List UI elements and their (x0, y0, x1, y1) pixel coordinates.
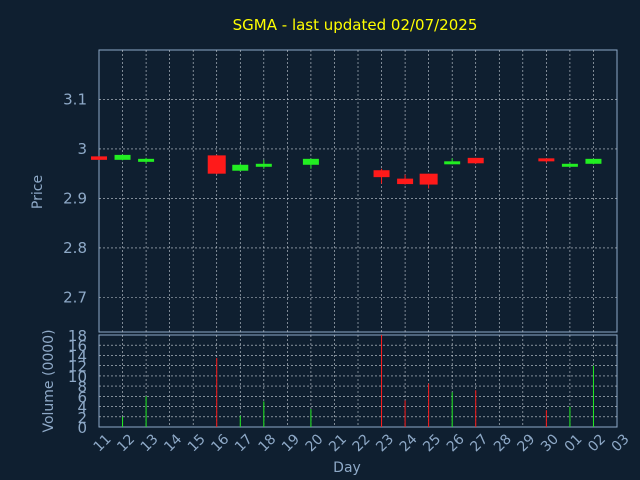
volume-axis-label: Volume (0000) (41, 329, 57, 432)
x-tick-label: 26 (444, 431, 468, 455)
x-tick-label: 14 (161, 431, 185, 455)
candle-body (255, 163, 272, 167)
x-tick-label: 27 (467, 431, 491, 455)
volume-tick-label: 10 (68, 368, 87, 386)
x-tick-label: 28 (491, 431, 515, 455)
price-axis-ticks: 3.1 3 2.9 2.8 2.7 (63, 90, 87, 306)
candle-body (373, 170, 390, 178)
volume-tick-label: 18 (68, 327, 87, 345)
price-tick-label: 3.1 (63, 90, 87, 108)
chart-title: SGMA - last updated 02/07/2025 (233, 16, 478, 34)
x-tick-label: 16 (208, 431, 232, 455)
x-tick-label: 20 (303, 431, 327, 455)
price-tick-label: 2.8 (63, 239, 87, 257)
price-tick-label: 3 (77, 140, 87, 158)
y-axis-label: Price (30, 175, 46, 209)
volume-tick-label: 6 (77, 388, 87, 406)
candle-body (444, 161, 461, 165)
candle-body (91, 156, 107, 160)
candles (91, 154, 602, 189)
x-tick-label: 17 (232, 431, 256, 455)
candle-body (538, 158, 555, 162)
candle-body (561, 163, 578, 167)
candle-body (467, 157, 484, 164)
x-tick-label: 13 (138, 431, 162, 455)
volume-tick-label: 14 (68, 347, 87, 365)
price-tick-label: 2.9 (63, 189, 87, 207)
x-tick-label: 24 (397, 431, 421, 455)
x-axis-ticks: 11 12 13 14 15 16 17 18 19 20 21 22 23 24 25 26 27 28 29 30… (91, 431, 633, 455)
volume-tick-label: 4 (77, 399, 87, 417)
candle-body (207, 155, 226, 174)
x-tick-label: 30 (538, 431, 562, 455)
x-tick-label: 19 (279, 431, 303, 455)
x-tick-label: 03 (609, 431, 633, 455)
x-tick-label: 22 (350, 431, 374, 455)
candle-body (585, 158, 602, 164)
candle-body (302, 158, 319, 165)
x-tick-label: 23 (373, 431, 397, 455)
candle-body (138, 158, 155, 162)
volume-tick-label: 8 (77, 378, 87, 396)
x-tick-label: 21 (326, 431, 350, 455)
volume-tick-label: 12 (68, 358, 87, 376)
volume-tick-label: 2 (77, 409, 87, 427)
candle-body (419, 173, 438, 185)
candle-body (232, 164, 249, 171)
volume-bars (122, 335, 594, 427)
x-tick-label: 25 (420, 431, 444, 455)
x-tick-label: 02 (585, 431, 609, 455)
candle-body (114, 154, 131, 160)
x-tick-label: 18 (256, 431, 280, 455)
x-axis-label: Day (333, 460, 361, 476)
volume-tick-label: 16 (68, 337, 87, 355)
x-tick-label: 15 (185, 431, 209, 455)
x-tick-label: 01 (562, 431, 586, 455)
volume-tick-label: 0 (77, 419, 87, 437)
x-tick-label: 11 (91, 431, 115, 455)
price-tick-label: 2.7 (63, 288, 87, 306)
x-tick-label: 29 (515, 431, 539, 455)
candle-body (397, 178, 414, 185)
x-tick-label: 12 (114, 431, 138, 455)
